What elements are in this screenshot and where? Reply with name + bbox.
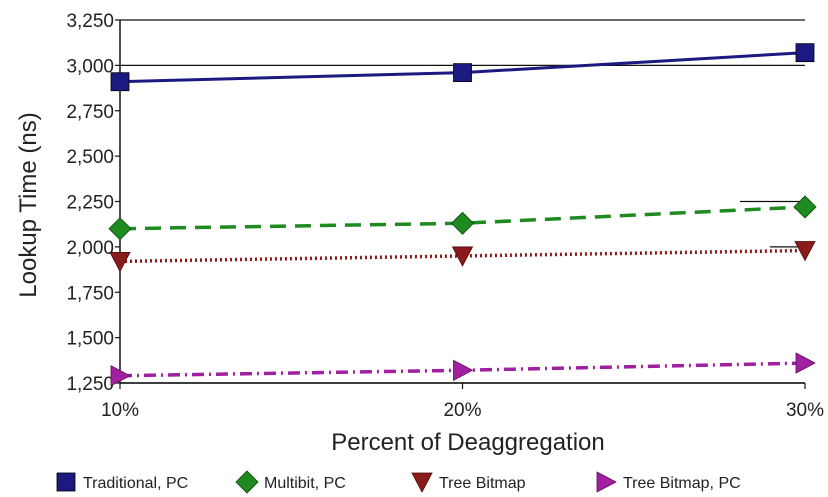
y-tick-label: 1,500	[66, 329, 114, 350]
y-tick-label: 1,250	[66, 374, 114, 395]
series-line	[119, 205, 806, 231]
legend-label: Multibit, PC	[264, 475, 346, 492]
x-tick-labels: 10% 20% 30%	[101, 400, 824, 421]
data-point	[110, 365, 131, 387]
legend-marker	[56, 472, 76, 492]
legend-label: Tree Bitmap, PC	[623, 475, 741, 492]
legend-item: Tree Bitmap, PC	[596, 471, 741, 493]
series-line	[119, 248, 806, 264]
series-group	[108, 43, 817, 387]
data-point	[110, 72, 130, 92]
data-point	[109, 251, 131, 273]
data-point	[451, 246, 474, 267]
x-tick-label: 30%	[786, 400, 824, 421]
data-point	[453, 63, 472, 83]
legend-item: Traditional, PC	[56, 472, 188, 492]
y-tick-labels: 1,250 1,500 1,750 2,000 2,250 2,500 2,750 3,000…	[66, 11, 114, 395]
y-tick-label: 3,000	[66, 56, 114, 77]
legend-marker	[411, 472, 433, 493]
data-point	[453, 359, 474, 381]
y-tick-label: 2,500	[66, 147, 114, 168]
x-tick-label: 10%	[101, 400, 139, 421]
data-point	[794, 241, 816, 262]
y-tick-label: 1,750	[66, 283, 114, 304]
legend-item: Multibit, PC	[235, 470, 346, 494]
y-tick-label: 2,750	[66, 102, 114, 123]
data-point	[108, 217, 132, 241]
series-4	[110, 352, 816, 387]
data-point	[450, 211, 475, 235]
legend-marker	[596, 471, 617, 493]
legend: Traditional, PC Multibit, PC Tree Bitmap Tr…	[56, 470, 741, 494]
y-axis-title: Lookup Time (ns)	[15, 112, 42, 297]
y-tick-label: 3,250	[66, 11, 114, 32]
series-2	[108, 195, 817, 241]
legend-label: Tree Bitmap	[439, 475, 526, 492]
series-3	[109, 241, 816, 273]
legend-label: Traditional, PC	[83, 475, 188, 492]
legend-item: Tree Bitmap	[411, 472, 526, 493]
legend-marker	[235, 470, 259, 494]
y-tick-label: 2,000	[66, 238, 114, 259]
data-point	[795, 43, 815, 63]
x-axis-title: Percent of Deaggregation	[331, 429, 605, 456]
data-point	[795, 352, 816, 374]
y-tick-label: 2,250	[66, 193, 114, 214]
data-point	[793, 195, 817, 219]
series-1	[110, 43, 815, 92]
x-tick-label: 20%	[443, 400, 481, 421]
